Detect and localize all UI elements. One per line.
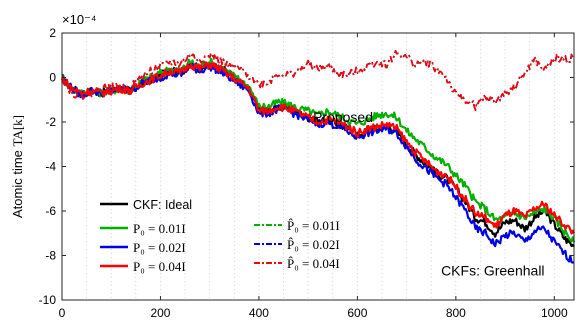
x-tick-label: 800 bbox=[446, 306, 466, 320]
legend-label: P₀ = 0.01I bbox=[133, 221, 186, 236]
legend: CKF: Ideal P₀ = 0.01I P₀ = 0.02I P₀ = 0.04I… bbox=[100, 198, 340, 274]
y-tick-label: -6 bbox=[45, 204, 56, 218]
y-tick-label: 2 bbox=[49, 26, 56, 40]
y-tick-label: -10 bbox=[39, 293, 57, 307]
annotation-proposed: Proposed bbox=[313, 109, 373, 125]
x-tick-label: 0 bbox=[59, 306, 66, 320]
legend-label: CKF: Ideal bbox=[133, 198, 192, 212]
y-axis-label: Atomic time TA[k] bbox=[10, 115, 25, 218]
series-line-1 bbox=[60, 57, 576, 243]
axis-ticks: 0 200 400 600 800 1000 2 0 -2 -4 -6 -8 -10 bbox=[39, 26, 574, 320]
annotation-greenhall: CKFs: Greenhall bbox=[441, 263, 544, 279]
series-line-3 bbox=[61, 61, 575, 235]
x-tick-label: 400 bbox=[249, 306, 269, 320]
y-exponent-label: ×10⁻⁴ bbox=[62, 12, 97, 27]
series-line-6 bbox=[61, 50, 575, 111]
y-tick-label: -4 bbox=[45, 160, 56, 174]
legend-label: P₀ = 0.02I bbox=[133, 240, 186, 255]
x-tick-label: 200 bbox=[150, 306, 170, 320]
y-tick-label: 0 bbox=[49, 71, 56, 85]
legend-label: P̂₀ = 0.02I bbox=[287, 237, 340, 252]
legend-label: P̂₀ = 0.04I bbox=[287, 256, 340, 271]
series-group bbox=[60, 50, 576, 264]
y-tick-label: -8 bbox=[45, 249, 56, 263]
y-tick-label: -2 bbox=[45, 115, 56, 129]
legend-label: P₀ = 0.04I bbox=[133, 259, 186, 274]
legend-label: P̂₀ = 0.01I bbox=[287, 218, 340, 233]
x-tick-label: 600 bbox=[347, 306, 367, 320]
x-tick-label: 1000 bbox=[541, 306, 568, 320]
